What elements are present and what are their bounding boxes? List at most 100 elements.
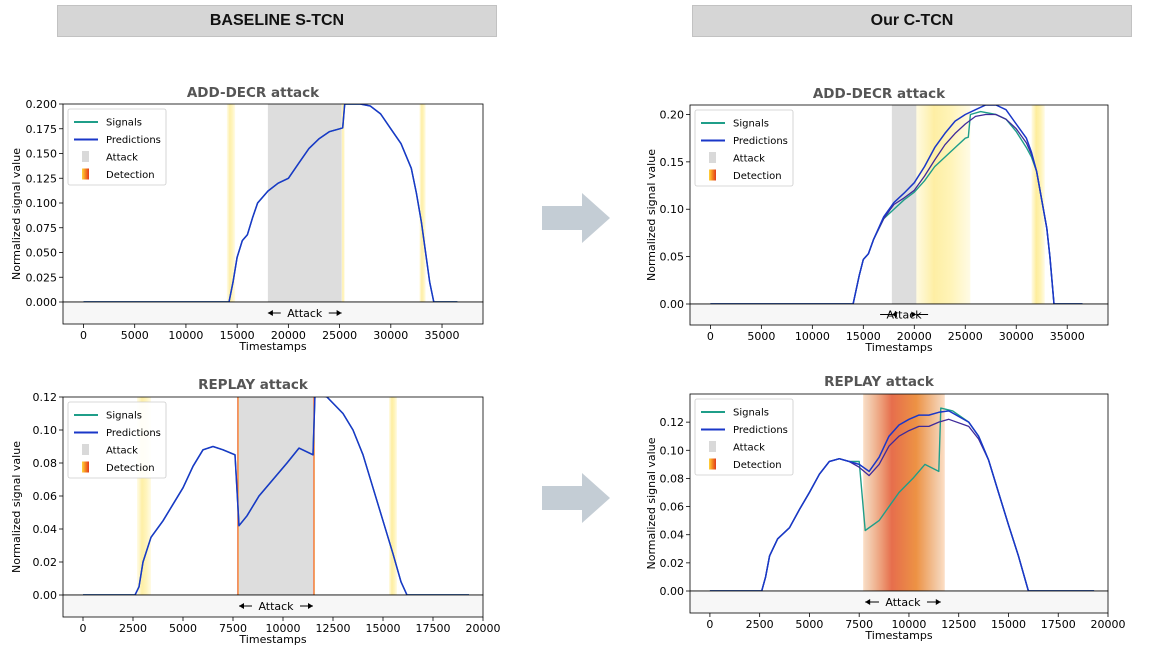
legend-box (694, 398, 794, 476)
x-tick-label: 17500 (1041, 618, 1076, 631)
legend-swatch-detection (82, 168, 89, 180)
chart-panel-3: Attack 0 5000 10000 15000 20000 25000 30000 3500… (645, 86, 1109, 354)
right-arrow-icon (542, 473, 610, 523)
y-tick-label: 0.06 (660, 501, 685, 514)
x-tick-label: 10000 (891, 618, 926, 631)
x-tick-label: 20000 (271, 329, 306, 342)
y-axis-label: Normalized signal value (10, 441, 23, 573)
detection-band (863, 394, 945, 591)
arrow-head-right-icon (308, 603, 313, 609)
x-tick-label: 2500 (746, 618, 774, 631)
y-tick-label: 0.08 (33, 457, 58, 470)
legend-swatch-attack (709, 152, 716, 163)
header-baseline: BASELINE S-TCN (57, 5, 497, 37)
legend-swatch-attack (709, 441, 716, 452)
legend-label-attack: Attack (106, 446, 138, 457)
x-tick-label: 0 (707, 330, 714, 343)
legend-label-predictions: Predictions (733, 136, 788, 147)
legend-label-attack: Attack (733, 154, 765, 165)
x-tick-label: 5000 (747, 330, 775, 343)
legend-swatch-detection (709, 458, 716, 470)
x-tick-label: 5000 (121, 329, 149, 342)
x-tick-label: 30000 (999, 330, 1034, 343)
legend-swatch-detection (709, 169, 716, 181)
y-tick-label: 0.10 (33, 424, 58, 437)
chart-title: REPLAY attack (198, 377, 309, 393)
y-axis-label: Normalized signal value (645, 149, 658, 281)
chart-panel-2: Attack 0 2500 5000 7500 10000 12500 15000 17500 2… (10, 377, 501, 646)
y-tick-label: 0.12 (33, 391, 58, 404)
y-tick-label: 0.125 (26, 172, 58, 185)
y-tick-label: 0.050 (26, 247, 58, 260)
attack-strip (689, 590, 1109, 614)
x-tick-label: 10000 (168, 329, 203, 342)
x-tick-label: 2500 (119, 622, 147, 635)
header-baseline-label: BASELINE S-TCN (209, 12, 345, 29)
legend-label-predictions: Predictions (106, 135, 161, 146)
y-tick-label: 0.02 (33, 556, 58, 569)
legend: Signals Predictions Attack Detection (694, 398, 794, 476)
x-axis-label: Timestamps (238, 340, 306, 353)
y-tick-label: 0.02 (660, 557, 685, 570)
header-ctcn: Our C-TCN (692, 5, 1132, 37)
x-tick-label: 17500 (416, 622, 451, 635)
detection-band (1031, 105, 1045, 304)
x-tick-label: 12500 (316, 622, 351, 635)
arrow-head-right-icon (911, 311, 917, 318)
y-tick-label: 0.12 (660, 416, 685, 429)
attack-strip-label: Attack (887, 309, 923, 322)
header-ctcn-label: Our C-TCN (870, 12, 954, 29)
arrow-head-left-icon (865, 599, 871, 605)
arrow-head-left-icon (239, 603, 244, 609)
legend-box (67, 401, 167, 479)
chart-title: ADD-DECR attack (813, 86, 946, 102)
legend: Signals Predictions Attack Detection (694, 109, 794, 187)
y-tick-label: 0.20 (660, 108, 685, 121)
predictions-line (83, 104, 458, 302)
chart-panel-4: Attack 0 2500 5000 7500 10000 12500 15000 17500 2… (645, 374, 1126, 642)
legend: Signals Predictions Attack Detection (67, 108, 167, 186)
x-tick-label: 20000 (897, 330, 932, 343)
x-tick-label: 7500 (845, 618, 873, 631)
x-tick-label: 15000 (846, 330, 881, 343)
attack-strip-label: Attack (258, 600, 294, 613)
x-axis-label: Timestamps (238, 633, 306, 646)
x-tick-label: 35000 (1050, 330, 1085, 343)
y-tick-label: 0.08 (660, 472, 685, 485)
chart-title: ADD-DECR attack (187, 85, 320, 101)
legend-label-attack: Attack (106, 153, 138, 164)
legend-label-signals: Signals (106, 118, 142, 129)
predictions-line (710, 105, 1083, 304)
x-tick-label: 10000 (795, 330, 830, 343)
legend-label-attack: Attack (733, 443, 765, 454)
legend-box (694, 109, 794, 187)
x-tick-label: 5000 (169, 622, 197, 635)
attack-strip (62, 594, 484, 618)
detection-band (914, 105, 971, 304)
arrow-head-left-icon (267, 310, 273, 316)
plot-content (710, 105, 1083, 304)
y-tick-label: 0.150 (26, 148, 58, 161)
attack-span (239, 397, 313, 595)
y-tick-label: 0.04 (33, 523, 58, 536)
right-arrow-icon (542, 193, 610, 243)
y-tick-label: 0.05 (660, 251, 685, 264)
legend-label-detection: Detection (733, 171, 782, 182)
x-tick-label: 7500 (219, 622, 247, 635)
y-axis-label: Normalized signal value (645, 437, 658, 569)
arrow-head-right-icon (336, 310, 342, 316)
detection-band (226, 104, 236, 302)
x-tick-label: 5000 (795, 618, 823, 631)
y-tick-label: 0.075 (26, 222, 58, 235)
detection-band (313, 397, 315, 595)
x-axis-label: Timestamps (864, 629, 932, 642)
y-tick-label: 0.00 (660, 585, 685, 598)
legend-label-signals: Signals (106, 411, 142, 422)
y-tick-label: 0.025 (26, 271, 58, 284)
y-axis-label: Normalized signal value (10, 148, 23, 280)
legend-label-predictions: Predictions (733, 425, 788, 436)
x-tick-label: 15000 (991, 618, 1026, 631)
y-tick-label: 0.04 (660, 529, 685, 542)
right-arrow-shape (542, 473, 610, 523)
